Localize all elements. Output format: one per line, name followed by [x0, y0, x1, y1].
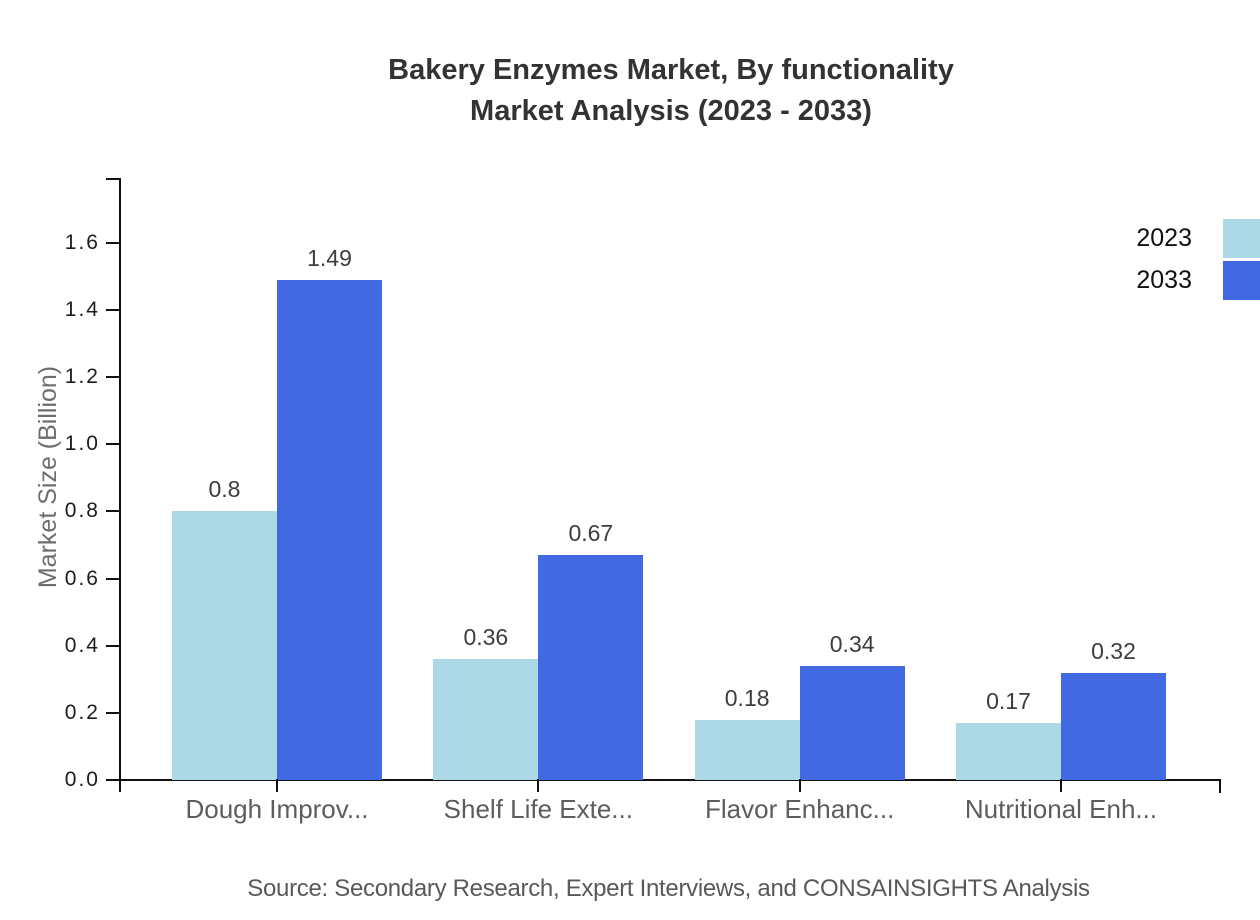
bar-2023-dough-improv	[172, 511, 277, 780]
value-label-2023-dough-improv: 0.8	[208, 476, 241, 503]
x-tick-dough-improv	[276, 779, 278, 792]
y-tick-1.4	[106, 309, 120, 311]
bar-2023-shelf-life-exte	[433, 659, 539, 780]
legend: 2023 2033	[1136, 219, 1260, 303]
y-tick-label-0.6: 0.6	[64, 566, 100, 590]
legend-item-2023: 2023	[1136, 219, 1260, 258]
y-axis-top-cap	[106, 178, 120, 180]
x-axis-end-cap	[1219, 779, 1221, 793]
legend-item-2033: 2033	[1136, 261, 1260, 300]
y-tick-1.0	[106, 443, 120, 446]
value-label-2033-nutritional-enh: 0.32	[1091, 637, 1136, 664]
x-tick-shelf-life-exte	[537, 779, 540, 792]
value-label-2033-shelf-life-exte: 0.67	[568, 520, 614, 547]
y-tick-0.8	[106, 510, 120, 513]
y-axis-title: Market Size (Billion)	[34, 365, 62, 589]
legend-swatch-2023	[1223, 219, 1260, 258]
y-tick-label-1.4: 1.4	[64, 298, 100, 321]
bar-2033-shelf-life-exte	[538, 555, 644, 780]
bar-2023-flavor-enhanc	[694, 719, 800, 780]
y-tick-label-0.8: 0.8	[64, 499, 100, 523]
x-axis-label-flavor-enhanc: Flavor Enhanc...	[705, 794, 895, 824]
x-tick-flavor-enhanc	[798, 779, 801, 792]
legend-label-2023: 2023	[1136, 224, 1192, 252]
y-tick-label-1.0: 1.0	[64, 432, 100, 456]
legend-label-2033: 2033	[1136, 266, 1192, 294]
chart-title-line2: Market Analysis (2023 - 2033)	[470, 95, 872, 127]
y-tick-0.6	[106, 577, 120, 580]
y-tick-label-0.4: 0.4	[64, 633, 100, 657]
y-tick-0.4	[106, 644, 120, 647]
value-label-2023-nutritional-enh: 0.17	[986, 687, 1031, 714]
source-note: Source: Secondary Research, Expert Inter…	[247, 875, 1090, 902]
value-label-2033-flavor-enhanc: 0.34	[829, 630, 875, 657]
x-axis-line	[119, 779, 1221, 781]
x-axis-label-shelf-life-exte: Shelf Life Exte...	[443, 794, 633, 824]
x-tick-nutritional-enh	[1059, 779, 1062, 792]
bar-2033-dough-improv	[277, 279, 382, 780]
y-tick-label-1.2: 1.2	[64, 365, 100, 389]
y-tick-label-0.0: 0.0	[64, 768, 100, 791]
value-label-2023-flavor-enhanc: 0.18	[724, 684, 770, 711]
value-label-2023-shelf-life-exte: 0.36	[463, 624, 509, 651]
legend-swatch-2033	[1223, 261, 1260, 300]
chart-title-line1: Bakery Enzymes Market, By functionality	[388, 54, 954, 86]
chart-title: Bakery Enzymes Market, By functionality …	[82, 50, 1260, 132]
bar-2033-flavor-enhanc	[799, 665, 905, 780]
x-axis-label-nutritional-enh: Nutritional Enh...	[964, 794, 1158, 824]
y-tick-1.6	[106, 241, 120, 244]
y-tick-0.0	[106, 779, 120, 781]
y-axis-line	[119, 178, 121, 792]
bar-2023-nutritional-enh	[955, 722, 1061, 780]
y-tick-1.2	[106, 376, 120, 379]
y-tick-label-0.2: 0.2	[64, 700, 100, 724]
y-tick-label-1.6: 1.6	[64, 230, 100, 254]
bar-2033-nutritional-enh	[1060, 672, 1166, 780]
x-axis-label-dough-improv: Dough Improv...	[185, 794, 369, 824]
y-tick-0.2	[106, 711, 120, 714]
value-label-2033-dough-improv: 1.49	[307, 244, 352, 271]
